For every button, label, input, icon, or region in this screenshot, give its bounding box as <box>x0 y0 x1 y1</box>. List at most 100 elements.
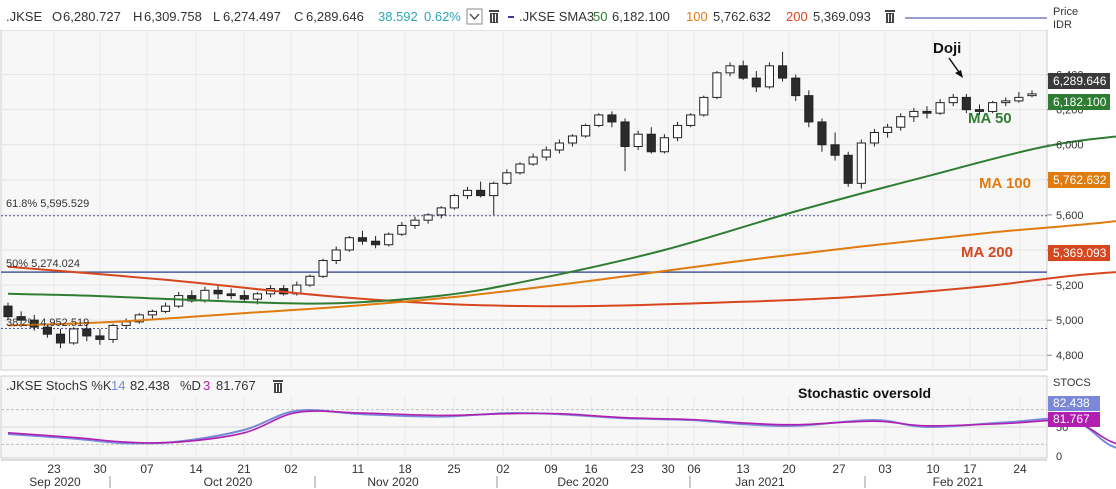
candle-body <box>331 249 341 262</box>
stoch-k-value: 82.438 <box>130 378 170 393</box>
candle-body <box>1001 100 1011 104</box>
candle-body <box>160 305 171 312</box>
candle-body <box>777 65 788 79</box>
candle-body <box>581 124 591 137</box>
month-tick-label: Jan 2021 <box>735 475 785 489</box>
day-tick-label: 21 <box>237 462 251 476</box>
header-change: 38.592 <box>378 9 418 24</box>
candle-body <box>554 142 564 151</box>
fib-50-label: 50% 5,274.024 <box>6 258 80 270</box>
price-tick-label: 5,600 <box>1056 210 1084 222</box>
candle-body <box>147 310 157 316</box>
svg-text:82.438: 82.438 <box>1053 396 1090 410</box>
annotation-ma200: MA 200 <box>961 244 1013 261</box>
candle-body <box>974 109 985 112</box>
dropdown-icon[interactable] <box>466 8 483 25</box>
candle-body <box>1027 93 1037 97</box>
candle-body <box>213 289 223 295</box>
svg-text:81.767: 81.767 <box>1053 412 1090 426</box>
month-tick-label: Oct 2020 <box>204 475 253 489</box>
annotation-ma100: MA 100 <box>979 175 1031 192</box>
candle-body <box>502 172 512 184</box>
price-tick-label: 5,000 <box>1056 315 1084 327</box>
moving-average-lines <box>7 135 1116 327</box>
candle-body <box>725 65 735 74</box>
candle-body <box>541 149 551 158</box>
price-tick-label: 5,200 <box>1056 280 1084 292</box>
header-sma100-period: 100 <box>686 9 708 24</box>
candlestick-series <box>3 51 1037 349</box>
candle-body <box>988 102 998 112</box>
header-change-pct: 0.62% <box>424 9 461 24</box>
candle-body <box>397 224 407 235</box>
fibonacci-levels <box>1 215 1047 329</box>
header-sma100-value: 5,762.632 <box>713 9 771 24</box>
day-tick-label: 07 <box>140 462 154 476</box>
stoch-d-value: 81.767 <box>216 378 256 393</box>
day-tick-label: 24 <box>1013 462 1027 476</box>
stoch-k-value-tag: 82.438 <box>1048 396 1100 411</box>
candle-body <box>1014 96 1024 102</box>
stoch-grid <box>1 409 1047 445</box>
candle-body <box>69 328 79 344</box>
candle-body <box>344 237 354 251</box>
candle-body <box>449 195 459 209</box>
header-h-label: H <box>133 9 142 24</box>
header-h-value: 6,309.758 <box>144 9 202 24</box>
candle-body <box>961 96 971 111</box>
candle-body <box>252 293 263 300</box>
candle-body <box>515 163 525 174</box>
candle-body <box>738 65 748 79</box>
day-tick-label: 23 <box>630 462 644 476</box>
header-bar <box>1 2 1047 30</box>
trash-icon[interactable] <box>885 10 895 23</box>
candle-body <box>712 72 722 98</box>
svg-text:6,182.100: 6,182.100 <box>1053 95 1107 109</box>
trash-icon[interactable] <box>273 380 283 393</box>
time-axis: 23 30 07 14 21 02 11 18 25 02 09 16 23 30 06 13 20 27 03 10… <box>1 459 1047 489</box>
candle-body <box>686 114 696 126</box>
candle-body <box>82 328 92 337</box>
price-panel[interactable] <box>0 29 1048 371</box>
price-axis: 6,4006,2006,0005,8005,6005,4005,2005,000… <box>1047 70 1084 362</box>
candle-body <box>528 156 538 165</box>
candle-body <box>200 289 210 302</box>
candle-body <box>121 321 131 326</box>
ma100-line <box>7 220 1116 327</box>
candle-body <box>764 65 775 88</box>
day-tick-label: 10 <box>926 462 940 476</box>
candle-body <box>896 116 906 128</box>
arrow-icon <box>948 57 963 78</box>
ma200-value-tag: 5,369.093 <box>1048 245 1110 261</box>
svg-text:5,369.093: 5,369.093 <box>1053 246 1107 260</box>
candle-body <box>3 305 13 318</box>
month-tick-label: Feb 2021 <box>933 475 984 489</box>
candle-body <box>134 314 144 323</box>
candle-body <box>922 110 932 114</box>
stoch-axis: 500 <box>1056 422 1068 463</box>
header-sma-label: .JKSE SMA3 <box>519 9 594 24</box>
stochastic-lines <box>7 409 1116 449</box>
candle-body <box>659 137 669 153</box>
candle-body <box>476 189 486 197</box>
candle-body <box>843 154 853 184</box>
candle-body <box>55 333 66 344</box>
fib-382-label: 38.2% 4,952.519 <box>6 317 89 329</box>
candle-body <box>804 95 814 123</box>
day-tick-label: 16 <box>584 462 598 476</box>
candle-body <box>357 237 368 242</box>
trash-icon[interactable] <box>489 10 499 23</box>
header-sma200-period: 200 <box>786 9 808 24</box>
candle-body <box>751 77 761 88</box>
candle-body <box>42 326 52 335</box>
candle-body <box>935 102 945 114</box>
month-tick-label: Nov 2020 <box>367 475 419 489</box>
candle-body <box>239 295 249 300</box>
annotation-ma50: MA 50 <box>968 110 1012 127</box>
svg-text:5,762.632: 5,762.632 <box>1053 173 1107 187</box>
day-tick-label: 23 <box>47 462 61 476</box>
candle-body <box>384 233 394 246</box>
candle-body <box>174 295 184 307</box>
candle-body <box>909 110 919 118</box>
